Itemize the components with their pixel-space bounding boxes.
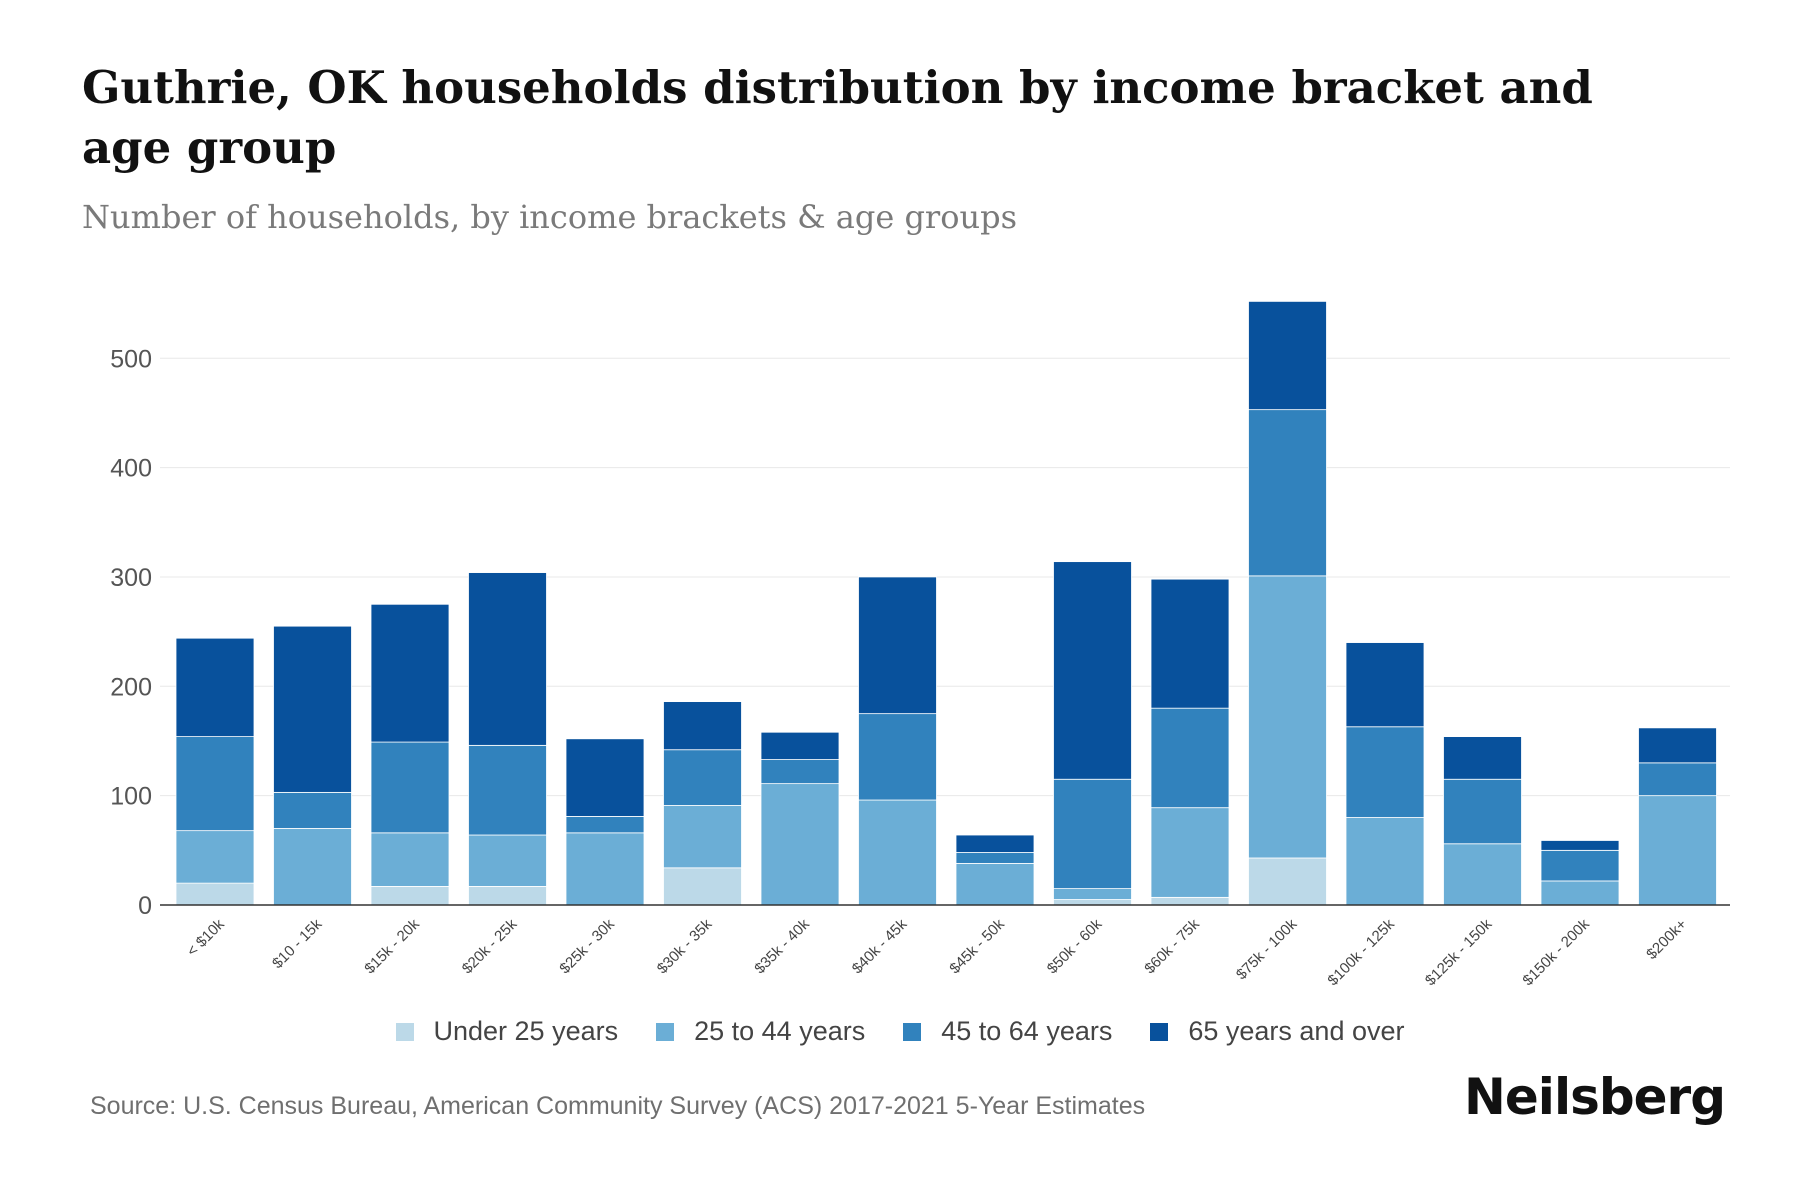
bar-segment[interactable] <box>468 834 547 887</box>
bars <box>175 300 1717 906</box>
x-tick-label: $15k - 20k <box>361 915 423 977</box>
bar-segment[interactable] <box>370 741 450 834</box>
bar-segment[interactable] <box>370 886 450 906</box>
bar-segment[interactable] <box>273 791 352 829</box>
x-tick-label: $150k - 200k <box>1519 915 1593 989</box>
y-axis-ticks: 0 100 200 300 400 500 <box>110 345 152 920</box>
y-tick-label: 0 <box>138 892 152 920</box>
y-tick-label: 500 <box>110 345 152 373</box>
source-note: Source: U.S. Census Bureau, American Com… <box>90 1092 1146 1120</box>
bar-segment[interactable] <box>468 572 547 746</box>
brand-logo: Neilsberg <box>1464 1068 1726 1126</box>
bar-segment[interactable] <box>1638 727 1717 764</box>
bar-segment[interactable] <box>1443 843 1522 906</box>
bar-segment[interactable] <box>663 749 742 806</box>
bar-segment[interactable] <box>1540 880 1620 906</box>
bar-segment[interactable] <box>273 625 352 793</box>
bar-segment[interactable] <box>1150 807 1230 898</box>
x-tick-label: $75k - 100k <box>1233 915 1301 983</box>
x-tick-label: $125k - 150k <box>1422 915 1496 989</box>
bar-segment[interactable] <box>175 882 255 906</box>
y-tick-label: 100 <box>110 783 152 811</box>
x-tick-label: $45k - 50k <box>946 915 1008 977</box>
bar-segment[interactable] <box>1248 409 1327 577</box>
bar-segment[interactable] <box>1150 896 1230 906</box>
bar-segment[interactable] <box>370 832 450 887</box>
bar-segment[interactable] <box>760 783 840 906</box>
bar-segment[interactable] <box>1345 642 1425 728</box>
bar-segment[interactable] <box>1540 849 1620 882</box>
bar-segment[interactable] <box>565 816 645 834</box>
x-tick-label: $10 - 15k <box>269 915 326 972</box>
legend-item-45-64[interactable]: 45 to 64 years <box>903 1016 1112 1047</box>
bar-segment[interactable] <box>1053 561 1132 780</box>
bar-segment[interactable] <box>1150 578 1230 709</box>
bar-segment[interactable] <box>1248 575 1327 859</box>
bar-segment[interactable] <box>663 867 742 906</box>
bar-segment[interactable] <box>858 713 937 801</box>
legend-label-25-44: 25 to 44 years <box>694 1016 866 1046</box>
x-tick-label: $200k+ <box>1643 916 1690 963</box>
bar-segment[interactable] <box>175 830 255 884</box>
bar-segment[interactable] <box>1248 300 1327 411</box>
legend-swatch-65-plus <box>1150 1022 1169 1041</box>
y-tick-label: 300 <box>110 564 152 592</box>
bar-segment[interactable] <box>760 759 840 785</box>
bar-segment[interactable] <box>1248 857 1327 906</box>
bar-segment[interactable] <box>1150 707 1230 809</box>
x-tick-label: $25k - 30k <box>556 915 618 977</box>
bar-segment[interactable] <box>1053 888 1132 900</box>
bar-segment[interactable] <box>1638 762 1717 797</box>
y-tick-label: 200 <box>110 673 152 701</box>
bar-segment[interactable] <box>1443 778 1522 845</box>
bar-segment[interactable] <box>468 886 547 906</box>
legend-item-25-44[interactable]: 25 to 44 years <box>656 1016 865 1047</box>
y-tick-label: 400 <box>110 455 152 483</box>
x-tick-label: $30k - 35k <box>654 915 716 977</box>
bar-segment[interactable] <box>663 701 742 751</box>
bar-segment[interactable] <box>1345 726 1425 818</box>
bar-segment[interactable] <box>565 738 645 817</box>
x-tick-label: $100k - 125k <box>1324 915 1398 989</box>
bar-segment[interactable] <box>565 832 645 906</box>
x-tick-label: $40k - 45k <box>849 915 911 977</box>
bar-segment[interactable] <box>858 799 937 906</box>
bar-segment[interactable] <box>1345 817 1425 906</box>
bar-segment[interactable] <box>955 834 1035 853</box>
x-tick-label: $50k - 60k <box>1044 915 1106 977</box>
bar-segment[interactable] <box>955 852 1035 864</box>
bar-segment[interactable] <box>858 576 937 715</box>
bar-segment[interactable] <box>1443 736 1522 780</box>
chart-title: Guthrie, OK households distribution by i… <box>82 61 1593 174</box>
chart-subtitle: Number of households, by income brackets… <box>82 198 1017 236</box>
legend-swatch-45-64 <box>903 1022 922 1041</box>
legend: Under 25 years 25 to 44 years 45 to 64 y… <box>0 1016 1800 1047</box>
x-tick-label: $35k - 40k <box>751 915 813 977</box>
bar-segment[interactable] <box>273 828 352 906</box>
bar-segment[interactable] <box>175 736 255 832</box>
bar-segment[interactable] <box>1053 899 1132 906</box>
x-tick-label: < $10k <box>184 915 229 960</box>
bar-segment[interactable] <box>468 744 547 836</box>
legend-swatch-25-44 <box>656 1022 675 1041</box>
bar-segment[interactable] <box>663 805 742 869</box>
stacked-bar-chart: 0 100 200 300 400 500 < $10k $10 - 15k $15k - 2… <box>110 300 1730 989</box>
bar-segment[interactable] <box>1540 840 1620 851</box>
legend-label-45-64: 45 to 64 years <box>941 1016 1113 1046</box>
bar-segment[interactable] <box>1638 795 1717 906</box>
legend-item-under-25[interactable]: Under 25 years <box>395 1016 619 1047</box>
legend-swatch-under-25 <box>395 1022 414 1041</box>
bar-segment[interactable] <box>370 603 450 743</box>
bar-segment[interactable] <box>760 731 840 760</box>
legend-label-under-25: Under 25 years <box>433 1016 619 1046</box>
x-tick-label: $60k - 75k <box>1141 915 1203 977</box>
bar-segment[interactable] <box>175 637 255 738</box>
legend-label-65-plus: 65 years and over <box>1188 1016 1405 1046</box>
bar-segment[interactable] <box>955 863 1035 906</box>
x-axis-labels: < $10k $10 - 15k $15k - 20k $20k - 25k $25k … <box>184 915 1691 989</box>
x-tick-label: $20k - 25k <box>459 915 521 977</box>
bar-segment[interactable] <box>1053 778 1132 889</box>
legend-item-65-plus[interactable]: 65 years and over <box>1150 1016 1405 1047</box>
